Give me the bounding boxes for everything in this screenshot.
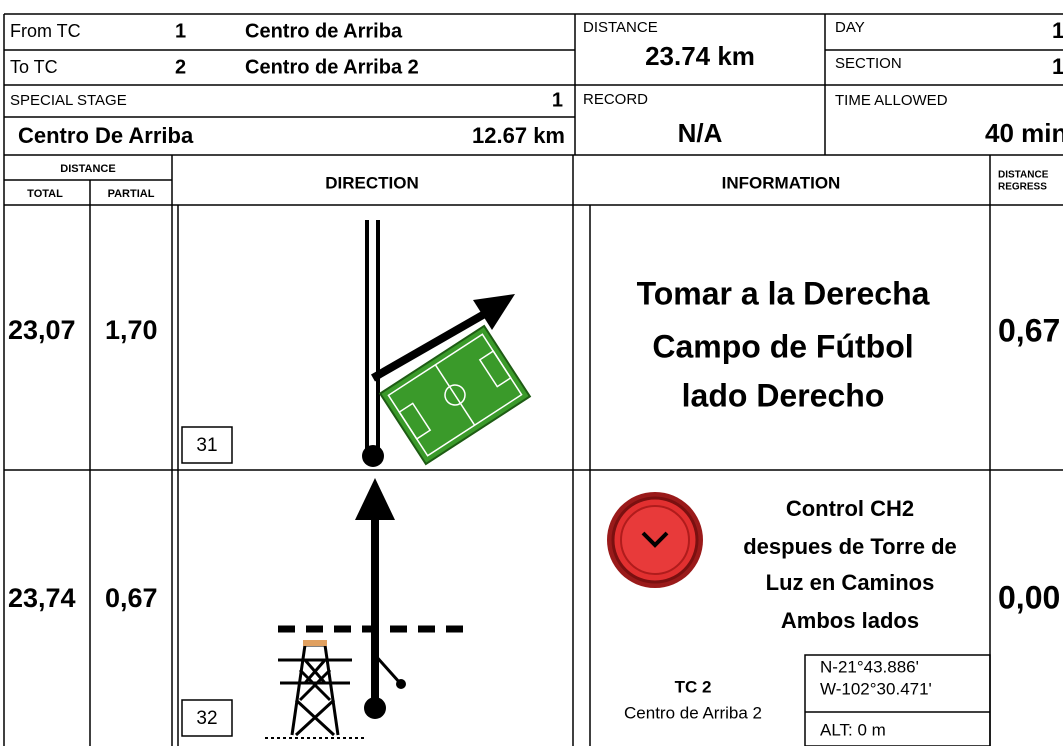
- name: Centro de Arriba: [245, 20, 403, 42]
- coordinate: W-102°30.471': [820, 679, 932, 698]
- number: 1: [175, 20, 186, 42]
- name: Centro De Arriba: [18, 123, 194, 148]
- info: Tomar a la Derecha: [637, 275, 930, 311]
- label: DAY: [835, 19, 865, 36]
- tc-name: Centro de Arriba 2: [624, 703, 762, 722]
- label: SECTION: [835, 55, 902, 72]
- info: Control CH2: [786, 496, 914, 521]
- info: Ambos lados: [781, 608, 919, 633]
- name: Centro de Arriba 2: [245, 56, 419, 78]
- col-header: DIRECTION: [325, 173, 419, 192]
- col-header: DISTANCE: [998, 170, 1049, 181]
- value: 1: [1052, 18, 1063, 43]
- tc-label: TC 2: [675, 677, 712, 696]
- label: To TC: [10, 57, 58, 77]
- coordinate: N-21°43.886': [820, 657, 919, 676]
- value: 40 min: [985, 118, 1063, 148]
- col-header: PARTIAL: [108, 188, 155, 200]
- value: 23.74 km: [645, 41, 755, 71]
- regress: 0,00: [998, 579, 1060, 615]
- box-number: 32: [196, 708, 217, 729]
- clock-icon: [607, 492, 703, 588]
- label: From TC: [10, 21, 81, 41]
- tulip-diagram: [265, 478, 470, 739]
- info: lado Derecho: [682, 377, 885, 413]
- total: 23,74: [8, 583, 76, 613]
- partial: 1,70: [105, 315, 158, 345]
- info: Campo de Fútbol: [652, 328, 913, 364]
- info: despues de Torre de: [743, 534, 957, 559]
- col-header: INFORMATION: [722, 173, 841, 192]
- label: DISTANCE: [583, 19, 658, 36]
- number: 1: [552, 89, 563, 111]
- regress: 0,67: [998, 312, 1060, 348]
- grid: [3, 13, 1063, 746]
- number: 2: [175, 56, 186, 78]
- label: RECORD: [583, 91, 648, 108]
- altitude: ALT: 0 m: [820, 720, 886, 739]
- value: 1: [1052, 54, 1063, 79]
- value: N/A: [678, 118, 723, 148]
- distance: 12.67 km: [472, 123, 565, 148]
- box-number: 31: [196, 435, 217, 456]
- label: SPECIAL STAGE: [10, 92, 127, 109]
- col-header: REGRESS: [998, 182, 1047, 193]
- tulip-diagram: [362, 220, 532, 467]
- col-header: TOTAL: [27, 188, 63, 200]
- info: Luz en Caminos: [766, 570, 935, 595]
- label: TIME ALLOWED: [835, 92, 948, 109]
- col-header: DISTANCE: [60, 163, 115, 175]
- partial: 0,67: [105, 583, 158, 613]
- total: 23,07: [8, 315, 76, 345]
